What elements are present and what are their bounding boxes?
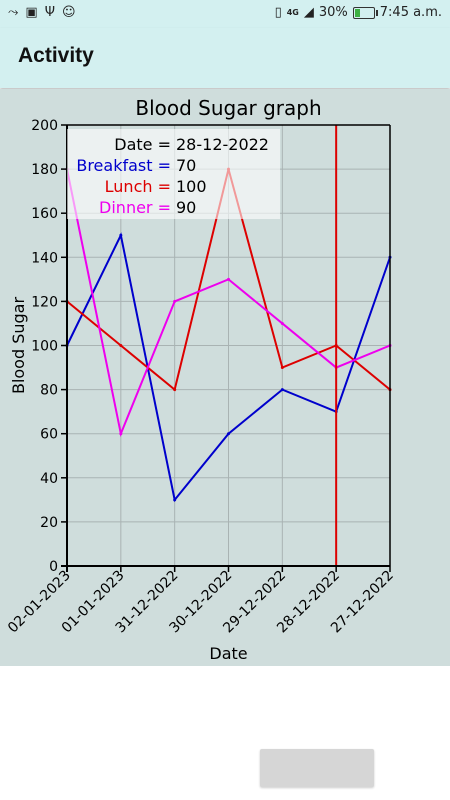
tooltip-date-label: Date = bbox=[114, 135, 171, 154]
page-title: Activity bbox=[18, 44, 94, 67]
y-tick-label: 80 bbox=[40, 383, 58, 399]
tooltip-breakfast-label: Breakfast = bbox=[76, 156, 171, 175]
data-point-breakfast bbox=[280, 388, 284, 392]
signal-icon: ◢ bbox=[303, 5, 314, 20]
data-point-lunch bbox=[173, 388, 177, 392]
status-left-icons: ⤳ ▣ Ψ ☺ bbox=[8, 5, 76, 21]
battery-percent: 30% bbox=[318, 5, 348, 20]
status-right-icons: ▯ 4G ◢ 30% 7:45 a.m. bbox=[275, 5, 442, 20]
data-point-dinner bbox=[119, 432, 123, 436]
network-type: 4G bbox=[286, 8, 299, 17]
y-tick-label: 200 bbox=[31, 118, 58, 134]
y-tick-label: 0 bbox=[49, 559, 58, 575]
tooltip-dinner-label: Dinner = bbox=[99, 198, 171, 217]
x-axis-label: Date bbox=[209, 644, 247, 663]
status-bar: ⤳ ▣ Ψ ☺ ▯ 4G ◢ 30% 7:45 a.m. bbox=[0, 0, 450, 28]
data-point-lunch bbox=[280, 366, 284, 370]
data-point-dinner bbox=[173, 299, 177, 303]
y-tick-label: 100 bbox=[31, 339, 58, 355]
chart-area[interactable]: Blood Sugar graph 0 20 40 60 80 100 120 140 160 18… bbox=[0, 89, 450, 666]
y-tick-label: 60 bbox=[40, 427, 58, 443]
data-point-dinner bbox=[227, 277, 230, 281]
y-tick-label: 140 bbox=[31, 250, 58, 266]
y-axis-label: Blood Sugar bbox=[9, 297, 28, 395]
y-tick-label: 40 bbox=[40, 471, 58, 487]
battery-fill bbox=[354, 8, 361, 17]
tooltip-lunch-value: 100 bbox=[176, 177, 207, 196]
tooltip-box bbox=[67, 129, 280, 219]
y-tick-label: 120 bbox=[31, 294, 58, 310]
data-point-breakfast bbox=[119, 233, 123, 237]
image-icon: ▣ bbox=[25, 5, 38, 20]
chart-title: Blood Sugar graph bbox=[135, 96, 321, 120]
tooltip-date-value: 28-12-2022 bbox=[176, 135, 269, 154]
y-tick-label: 20 bbox=[40, 515, 58, 531]
data-point-lunch bbox=[119, 344, 123, 347]
bottom-button[interactable] bbox=[260, 749, 374, 787]
app-bar: Activity bbox=[0, 28, 450, 88]
y-tick-label: 160 bbox=[31, 206, 58, 222]
tooltip-dinner-value: 90 bbox=[176, 198, 196, 217]
usb-icon: Ψ bbox=[44, 5, 55, 20]
battery-icon bbox=[352, 6, 378, 19]
clock: 7:45 a.m. bbox=[379, 5, 442, 20]
tooltip-breakfast-value: 70 bbox=[176, 156, 196, 175]
data-point-breakfast bbox=[227, 432, 230, 436]
blood-sugar-chart[interactable]: Blood Sugar graph 0 20 40 60 80 100 120 140 160 18… bbox=[0, 89, 450, 666]
vibrate-icon: ▯ bbox=[274, 5, 282, 20]
y-tick-label: 180 bbox=[31, 162, 58, 178]
missed-call-icon: ⤳ bbox=[8, 5, 19, 20]
data-point-dinner bbox=[280, 321, 284, 325]
tooltip-lunch-label: Lunch = bbox=[105, 177, 171, 196]
data-point-breakfast bbox=[173, 498, 177, 502]
emoji-icon: ☺ bbox=[61, 5, 76, 20]
